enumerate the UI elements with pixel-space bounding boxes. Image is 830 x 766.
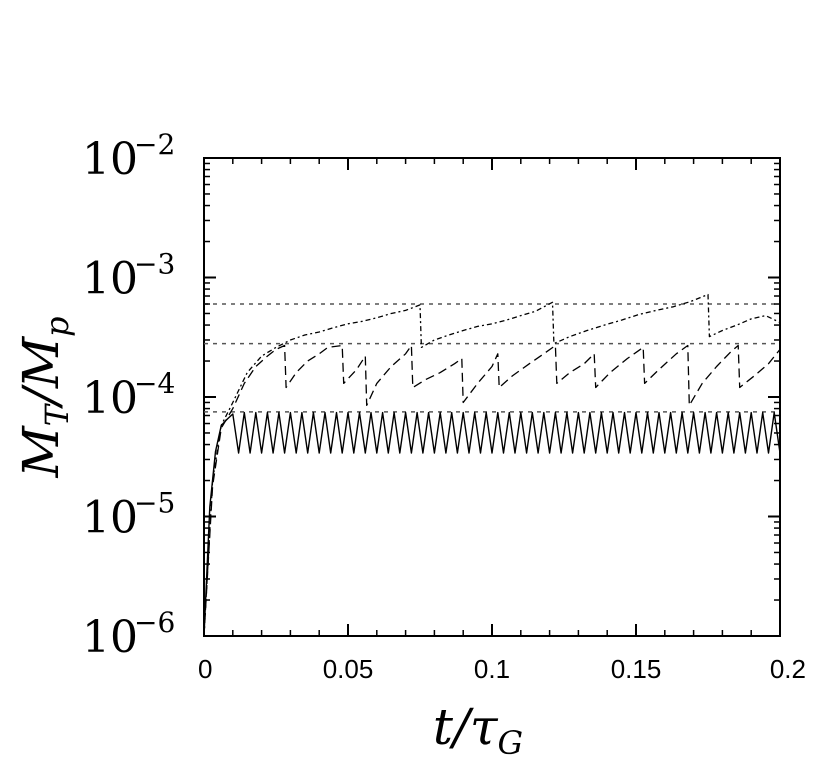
y-axis-label: MT/Mp (12, 316, 76, 478)
x-label-sub: G (498, 724, 524, 762)
x-axis-label: t/τG (433, 698, 523, 762)
x-tick-label: 0.05 (323, 654, 374, 684)
y-tick-label: 10 (82, 612, 138, 663)
y-label-sub2: p (38, 316, 76, 336)
x-label-main: t/τ (433, 698, 499, 756)
reference-lines (204, 303, 780, 413)
series-layer (203, 293, 781, 637)
y-tick-exponent: −3 (134, 248, 175, 281)
series-line-solid (203, 411, 781, 637)
x-axis-ticks: 0 0.05 0.1 0.15 0.2 (198, 158, 806, 684)
x-tick-label: 0 (198, 654, 212, 684)
y-label-sub1: T (38, 402, 76, 426)
y-tick-label: 10 (82, 254, 138, 305)
series-line-dashed (203, 344, 781, 637)
x-tick-label: 0.1 (474, 654, 510, 684)
y-tick-exponent: −2 (134, 128, 175, 161)
y-tick-exponent: −5 (134, 487, 175, 520)
x-tick-label: 0.15 (611, 654, 662, 684)
y-tick-exponent: −4 (134, 367, 175, 400)
y-tick-exponent: −6 (134, 606, 175, 639)
series-line-dotted (203, 293, 781, 637)
y-tick-label: 10 (82, 493, 138, 544)
x-tick-label: 0.2 (770, 654, 806, 684)
y-tick-label: 10 (82, 134, 138, 185)
y-label-main: M (12, 425, 70, 479)
y-label-mid: /M (12, 335, 70, 409)
y-axis-ticks: 10−610−510−410−310−2 (82, 128, 780, 663)
y-tick-label: 10 (82, 373, 138, 424)
